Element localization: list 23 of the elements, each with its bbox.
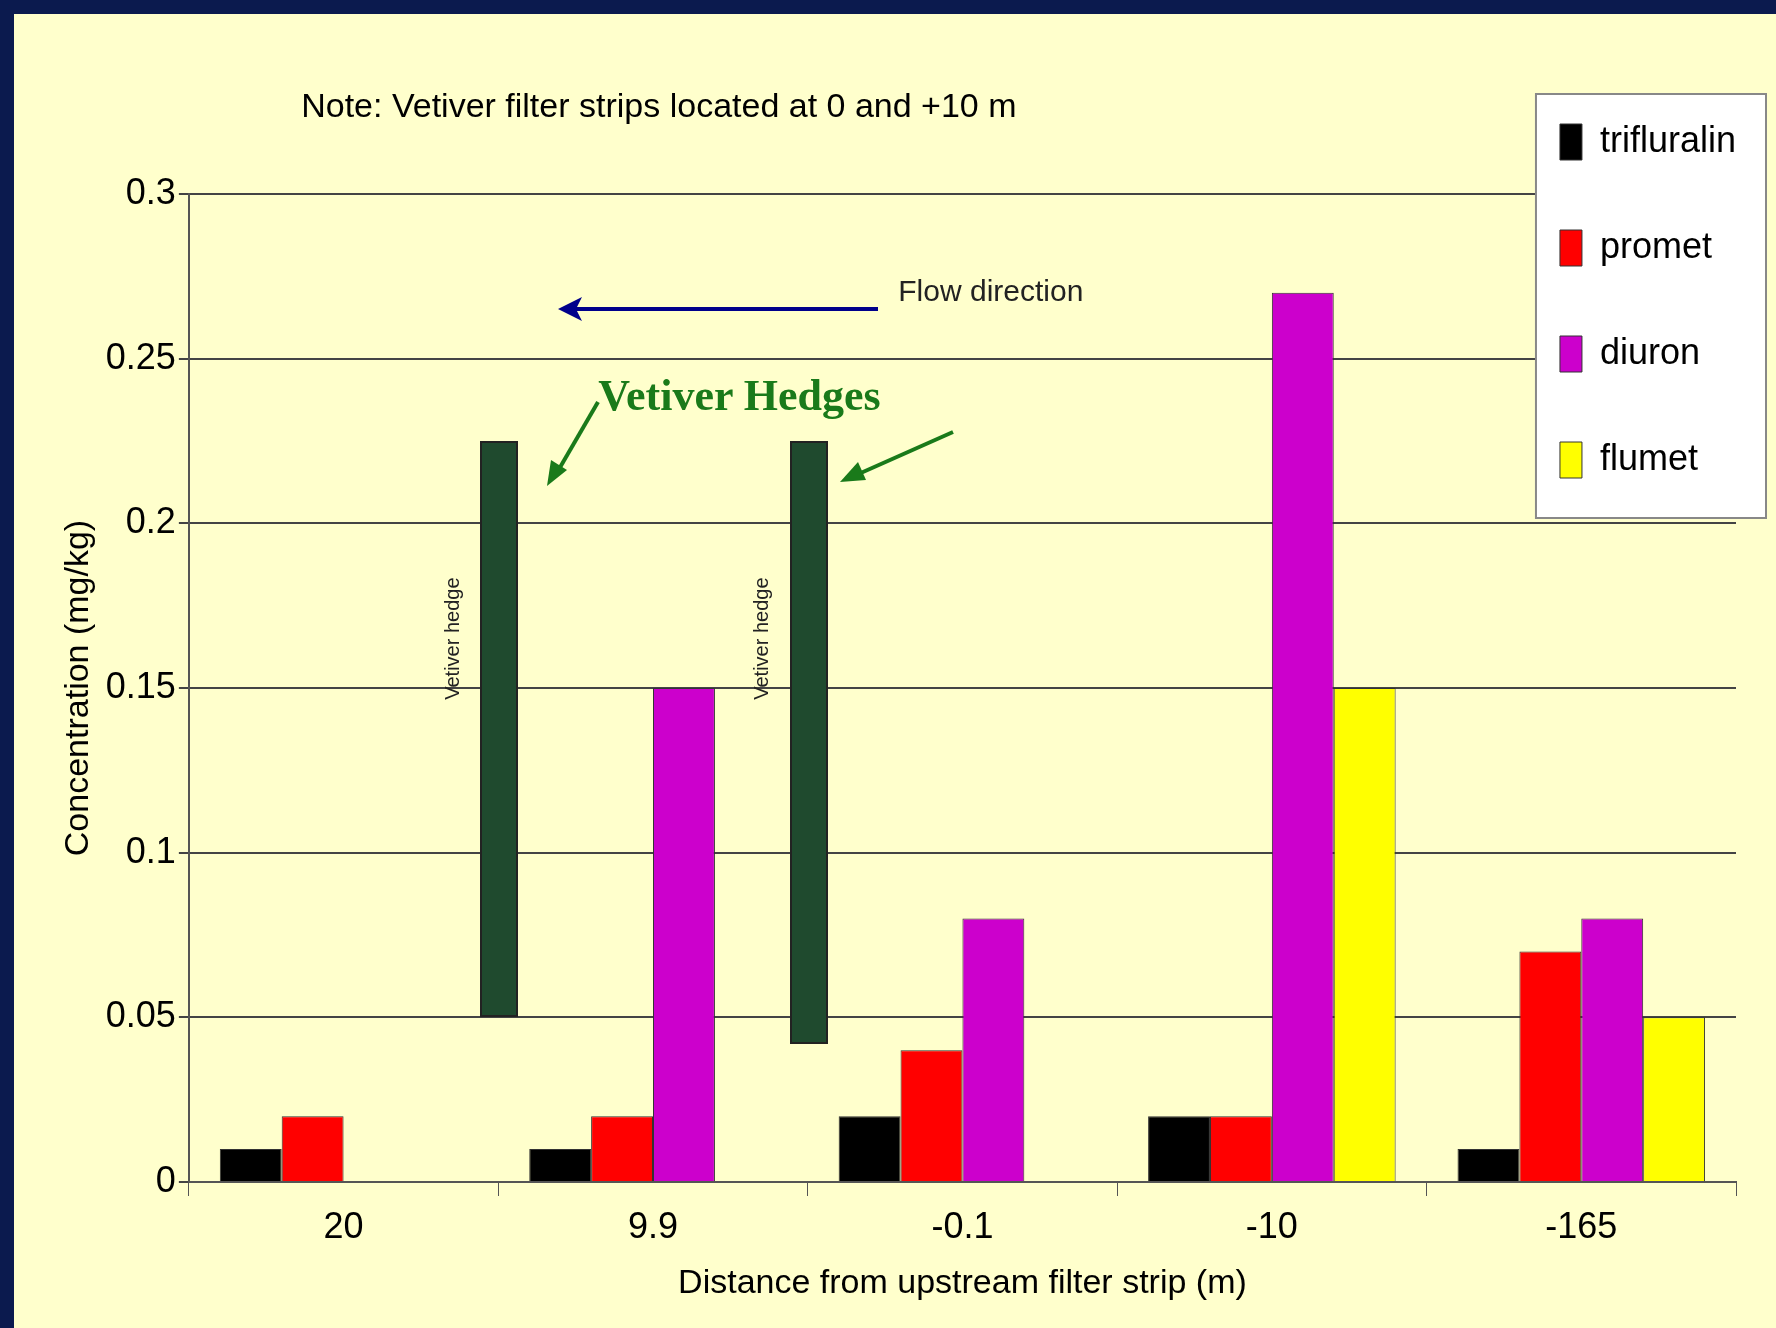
y-axis-title: Concentration (mg/kg)	[56, 519, 95, 857]
x-tick-label: -0.1	[931, 1204, 994, 1246]
y-tick-label: 0.2	[125, 500, 176, 542]
y-tick-label: 0.1	[125, 829, 176, 871]
text: Note: Vetiver filter strips located at 0 and +10 m	[301, 86, 1017, 125]
annotation: Vetiver hedge	[440, 577, 463, 700]
legend-label: trifluralin	[1599, 118, 1737, 160]
annotation: Flow direction	[898, 274, 1084, 308]
x-axis-title: Distance from upstream filter strip (m)	[678, 1261, 1247, 1300]
x-tick-label: 20	[323, 1204, 364, 1246]
x-tick-label: -165	[1545, 1204, 1618, 1246]
y-tick-label: 0.25	[105, 335, 176, 377]
y-tick-label: 0.3	[125, 170, 176, 212]
x-tick-label: 9.9	[627, 1204, 679, 1246]
legend-label: diuron	[1599, 330, 1701, 372]
y-tick-label: 0.15	[105, 664, 176, 706]
annotation: Vetiver hedge	[750, 577, 773, 700]
x-tick-label: -10	[1245, 1204, 1298, 1246]
annotation: Vetiver Hedges	[598, 370, 881, 420]
legend-label: promet	[1599, 224, 1713, 266]
legend-label: flumet	[1599, 436, 1699, 478]
y-tick-label: 0	[155, 1158, 176, 1200]
y-tick-label: 0.05	[105, 994, 176, 1036]
